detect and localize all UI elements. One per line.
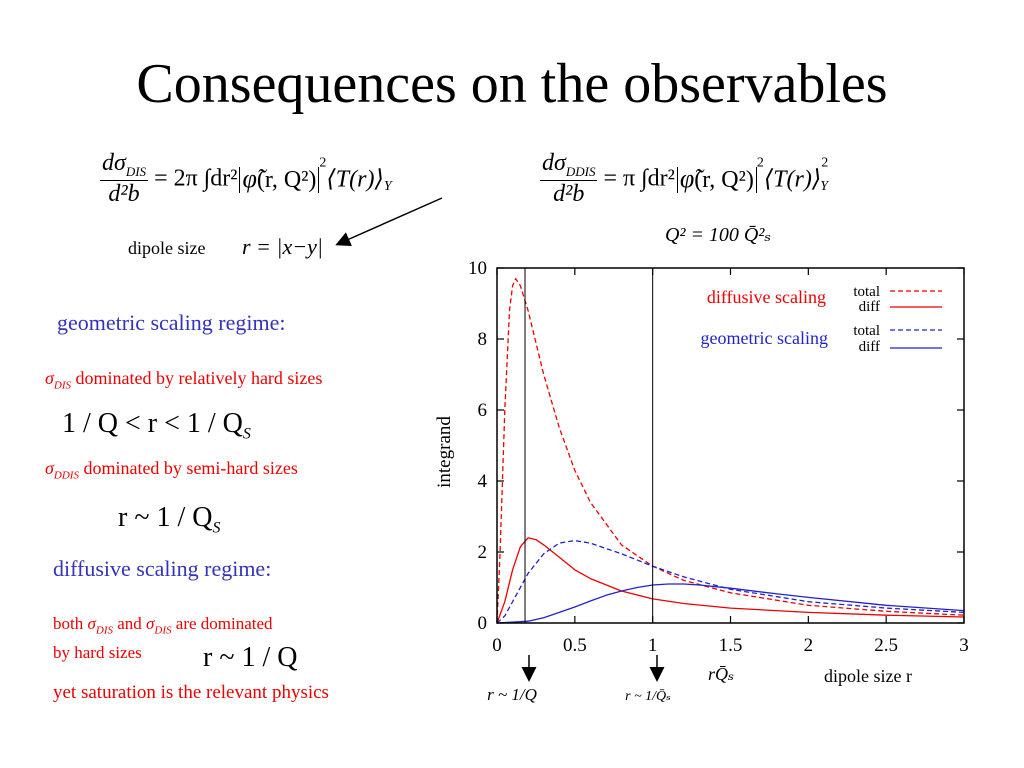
y-tick-label: 8 <box>478 329 488 350</box>
legend-diff-1: diff <box>859 299 880 315</box>
legend-diff-2: diff <box>859 339 880 355</box>
both-sigma-1: σ <box>87 614 96 633</box>
x-tick-label: 2.5 <box>874 635 898 656</box>
ddis-abs-bars: φ̃(r, Q²) <box>676 164 757 193</box>
series-geometric-diff <box>496 583 965 624</box>
semi-hard-formula: r ~ 1 / QS <box>118 502 220 538</box>
both-sigma-1-sub: DIS <box>95 624 113 637</box>
ddis-Y: Y <box>820 179 829 195</box>
ddis-exp-b: 2 <box>821 155 829 171</box>
chart-ticks: 0 0.5 1 1.5 2 2.5 3 0 2 4 6 8 10 <box>468 258 969 656</box>
q2-relation: Q² = 100 Q̄²ₛ <box>665 224 772 246</box>
series-diffusive-total <box>496 278 965 624</box>
both-dominated: both σDIS and σDIS are dominated <box>53 614 273 636</box>
series-geometric-total <box>496 539 965 624</box>
slide-title: Consequences on the observables <box>136 53 888 115</box>
dis-rhs-prefix: = 2π ∫dr² <box>154 165 238 192</box>
ddis-sigma-sub: DDIS <box>53 469 79 482</box>
y-tick-label: 2 <box>478 542 488 563</box>
chart-curves <box>496 278 965 624</box>
both-word: both <box>53 614 84 633</box>
y-tick-label: 0 <box>478 613 488 634</box>
dis-d2b: d²b <box>108 180 140 207</box>
x-tick-label: 1.5 <box>719 635 743 656</box>
y-axis-label: integrand <box>434 416 455 488</box>
dis-Y: Y <box>383 179 392 195</box>
ddis-dsigma: dσ <box>542 150 566 176</box>
both-sigma-2: σ <box>146 614 155 633</box>
ddis-rhs-prefix: = π ∫dr² <box>603 165 675 192</box>
dis-dsigma: dσ <box>102 150 126 176</box>
ddis-exp: 2 <box>756 155 764 171</box>
both-sigma-2-sub: DIS <box>154 624 172 637</box>
dipole-size-label: dipole size <box>128 238 206 258</box>
saturation-note: yet saturation is the relevant physics <box>53 682 329 703</box>
semi-hard-sub: S <box>212 519 221 537</box>
dis-dominated: σDIS dominated by relatively hard sizes <box>45 368 322 392</box>
x-tick-label: 1 <box>648 635 658 656</box>
dis-formula: dσDIS d²b = 2π ∫dr² φ̃(r, Q²)2⟨T(r)⟩Y <box>100 150 392 208</box>
dis-subscript: DIS <box>125 163 147 179</box>
x-axis-label-extra: rQ̄ₛ <box>708 664 734 684</box>
are-dominated-text: are dominated <box>175 614 273 633</box>
arrow-label-1-over-Qs: r ~ 1/Q̄ₛ <box>625 689 671 704</box>
legend-total-2: total <box>853 323 880 339</box>
dis-abs-bars: φ̃(r, Q²) <box>239 164 320 193</box>
hard-formula: r ~ 1 / Q <box>203 642 298 673</box>
series-diffusive-diff <box>496 537 965 624</box>
x-tick-label: 3 <box>959 635 969 656</box>
ddis-sigma: σ <box>45 458 54 478</box>
dis-fraction: dσDIS d²b <box>100 150 149 208</box>
chart-vertical-markers <box>524 268 654 623</box>
dipole-formula: r = |x−y| <box>242 234 323 259</box>
x-tick-label: 0 <box>492 635 502 656</box>
dis-T: ⟨T(r)⟩ <box>326 166 384 193</box>
x-tick-label: 0.5 <box>563 635 587 656</box>
legend-group-geometric: geometric scaling <box>701 328 828 348</box>
by-hard-sizes: by hard sizes <box>53 643 142 662</box>
ddis-subscript: DDIS <box>565 163 596 179</box>
diff-heading: diffusive scaling regime: <box>53 556 272 581</box>
geo-range-sub: S <box>242 425 251 443</box>
arrow-label-1-over-Q: r ~ 1/Q <box>487 685 537 704</box>
ddis-fraction: dσDDIS d²b <box>540 150 598 208</box>
dis-exp: 2 <box>319 155 327 171</box>
ddis-d2b: d²b <box>553 180 585 207</box>
y-tick-label: 6 <box>478 400 488 421</box>
ddis-dominated-text: dominated by semi-hard sizes <box>83 458 298 478</box>
x-tick-label: 2 <box>804 635 814 656</box>
semi-hard-text: r ~ 1 / Q <box>118 502 213 533</box>
geo-heading: geometric scaling regime: <box>57 310 286 335</box>
ddis-phi-args: (r, Q²) <box>694 166 754 193</box>
ddis-formula: dσDDIS d²b = π ∫dr² φ̃(r, Q²)2⟨T(r)⟩2Y <box>540 150 828 208</box>
geo-range: 1 / Q < r < 1 / QS <box>62 408 251 444</box>
plot-frame <box>496 267 965 624</box>
dis-phi-args: (r, Q²) <box>256 166 317 193</box>
dis-sigma-sub: DIS <box>53 379 71 392</box>
ddis-dominated: σDDIS dominated by semi-hard sizes <box>45 458 298 482</box>
and-word: and <box>117 614 142 633</box>
geo-range-text: 1 / Q < r < 1 / Q <box>62 408 243 439</box>
ddis-T: ⟨T(r)⟩ <box>763 166 822 193</box>
y-tick-label: 10 <box>468 258 487 279</box>
dis-dominated-text: dominated by relatively hard sizes <box>75 368 323 388</box>
legend-group-diffusive: diffusive scaling <box>707 287 826 307</box>
y-tick-label: 4 <box>478 471 488 492</box>
x-axis-label: dipole size r <box>824 666 912 686</box>
legend-total-1: total <box>853 284 880 300</box>
dis-sigma: σ <box>45 368 54 388</box>
